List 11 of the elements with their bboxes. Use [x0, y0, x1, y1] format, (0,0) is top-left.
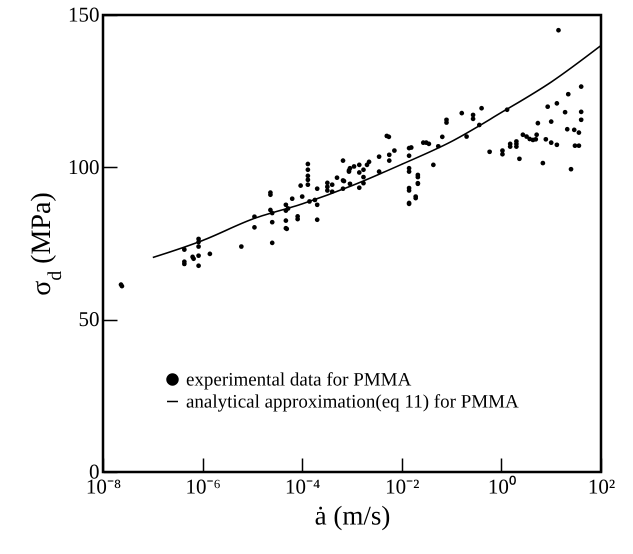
- legend-label: experimental data for PMMA: [186, 370, 412, 390]
- x-tick-label: 10⁻²: [385, 474, 420, 498]
- legend-label: analytical approximation(eq 11) for PMMA: [186, 392, 520, 412]
- y-tick-label: 50: [78, 307, 100, 332]
- x-tick-label: 10²: [588, 474, 616, 498]
- x-tick-label: 10⁻⁴: [285, 474, 320, 498]
- x-tick-label: 10⁰: [488, 474, 516, 498]
- x-axis-title: ȧ (m/s): [314, 500, 390, 530]
- y-tick-label: 150: [68, 2, 100, 26]
- x-tick-label: 10⁻⁶: [185, 474, 221, 498]
- y-tick-label: 100: [68, 154, 100, 179]
